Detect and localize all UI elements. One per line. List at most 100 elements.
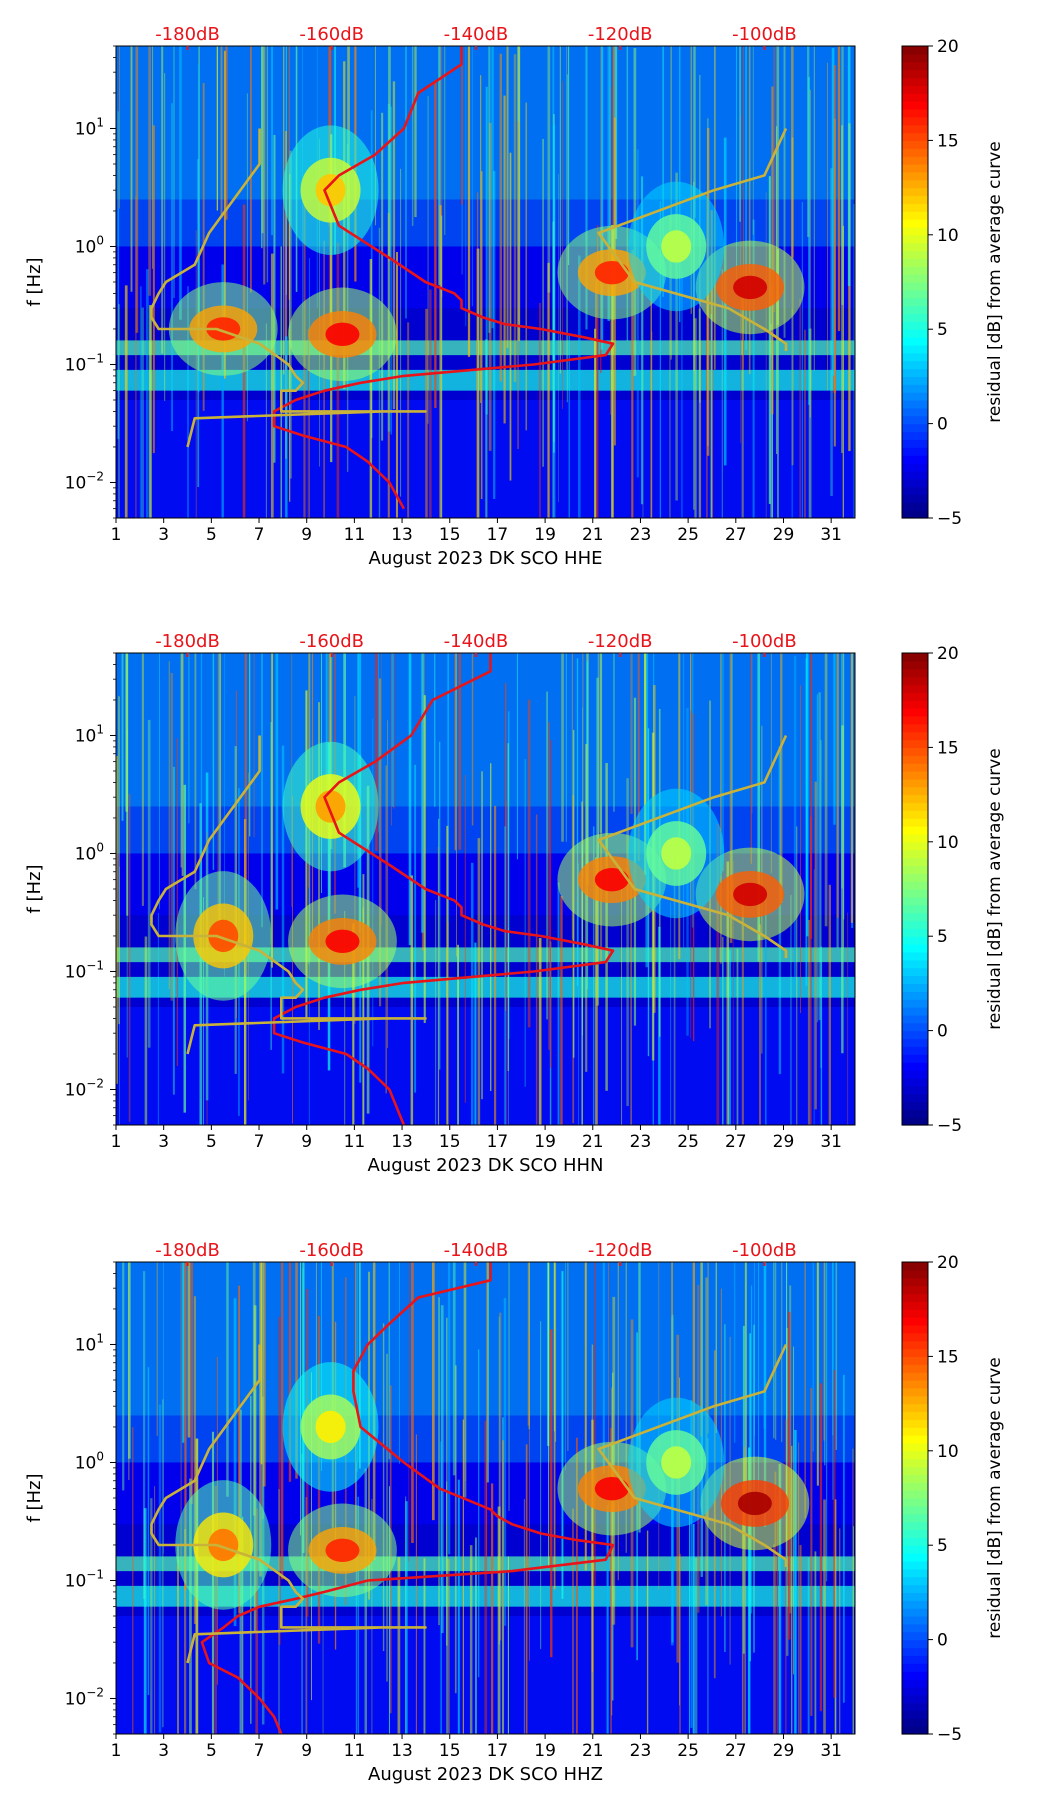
transient-streak (689, 653, 692, 906)
colorbar-segment (902, 1513, 928, 1523)
transient-streak (565, 1262, 566, 1471)
colorbar-segment (902, 1293, 928, 1302)
colorbar-segment (902, 723, 928, 733)
transient-streak (270, 722, 272, 1050)
y-axis-label: f [Hz] (24, 257, 45, 306)
noise-band (116, 46, 855, 200)
transient-streak (801, 202, 803, 518)
colorbar-segment (902, 778, 928, 788)
transient-streak (262, 1262, 266, 1487)
transient-streak (180, 653, 182, 868)
x-tick-label: 5 (206, 1132, 217, 1152)
colorbar-segment (902, 739, 928, 748)
colorbar-segment (902, 1380, 928, 1389)
transient-streak (599, 653, 602, 833)
colorbar-segment (902, 692, 928, 701)
transient-streak (550, 1329, 553, 1658)
transient-streak (728, 949, 731, 1125)
transient-streak (221, 264, 224, 518)
transient-streak (763, 1262, 767, 1429)
residual-core (315, 1410, 346, 1444)
colorbar-segment (902, 983, 928, 992)
transient-streak (726, 861, 730, 1125)
transient-streak (823, 1262, 826, 1441)
colorbar-segment (902, 423, 928, 433)
transient-streak (447, 1262, 451, 1555)
transient-streak (452, 1262, 456, 1476)
transient-streak (289, 150, 292, 479)
colorbar-segment (902, 1419, 928, 1428)
colorbar-segment (902, 360, 928, 370)
colorbar-segment (902, 1576, 928, 1586)
transient-streak (163, 1262, 164, 1554)
colorbar-segment (902, 763, 928, 772)
colorbar-segment (902, 1592, 928, 1601)
transient-streak (824, 1262, 826, 1466)
transient-streak (841, 46, 844, 305)
colorbar-segment (902, 1616, 928, 1625)
transient-streak (158, 1404, 162, 1733)
transient-streak (690, 46, 692, 314)
x-tick-label: 7 (254, 525, 265, 545)
residual-core (594, 260, 629, 285)
colorbar-segment (902, 313, 928, 322)
colorbar-segment (902, 77, 928, 86)
colorbar-segment (902, 865, 928, 874)
colorbar-segment (902, 1442, 928, 1452)
transient-streak (358, 1262, 361, 1469)
transient-streak (698, 308, 701, 518)
transient-streak (414, 46, 417, 218)
y-tick-label: 101 (75, 722, 104, 746)
transient-streak (596, 225, 599, 518)
transient-streak (734, 1262, 736, 1443)
y-tick-label: 101 (75, 115, 104, 139)
transient-streak (323, 240, 325, 518)
transient-streak (745, 46, 747, 351)
transient-streak (149, 305, 152, 518)
noise-band (116, 653, 855, 807)
transient-streak (132, 1427, 134, 1734)
x-tick-label: 11 (344, 1132, 366, 1152)
transient-streak (187, 1262, 191, 1438)
colorbar-segment (902, 1054, 928, 1063)
transient-streak (447, 1558, 450, 1734)
x-tick-label: 29 (773, 1741, 795, 1761)
transient-streak (516, 653, 519, 860)
x-tick-label: 25 (677, 1741, 699, 1761)
transient-streak (790, 894, 792, 1125)
transient-streak (278, 1316, 281, 1645)
transient-streak (768, 176, 771, 504)
noise-band (116, 806, 855, 854)
transient-streak (808, 77, 810, 405)
transient-streak (494, 805, 497, 1125)
transient-streak (146, 269, 149, 518)
transient-streak (586, 661, 589, 990)
transient-streak (699, 341, 702, 518)
transient-streak (560, 896, 563, 1125)
colorbar-segment (902, 771, 928, 780)
transient-streak (421, 653, 424, 933)
colorbar-segment (902, 857, 928, 866)
colorbar-segment (902, 93, 928, 102)
colorbar-segment (902, 321, 928, 330)
colorbar-segment (902, 786, 928, 796)
transient-streak (246, 93, 248, 422)
transient-streak (577, 255, 581, 518)
x-axis-label: August 2023 DK SCO HHZ (368, 1764, 603, 1785)
y-tick-label: 10−1 (65, 1567, 104, 1591)
colorbar-segment (902, 69, 928, 79)
transient-streak (814, 781, 817, 1110)
top-db-label: -100dB (732, 24, 797, 45)
x-tick-label: 5 (206, 1741, 217, 1761)
colorbar-segment (902, 1030, 928, 1040)
transient-streak (794, 1429, 797, 1734)
transient-streak (538, 938, 542, 1125)
x-tick-label: 19 (534, 1132, 556, 1152)
colorbar-segment (902, 1545, 928, 1554)
transient-streak (743, 1446, 745, 1734)
top-db-label: -140dB (444, 1240, 509, 1261)
colorbar-segment (902, 1600, 928, 1609)
transient-streak (646, 1530, 649, 1734)
transient-streak (177, 1545, 179, 1734)
